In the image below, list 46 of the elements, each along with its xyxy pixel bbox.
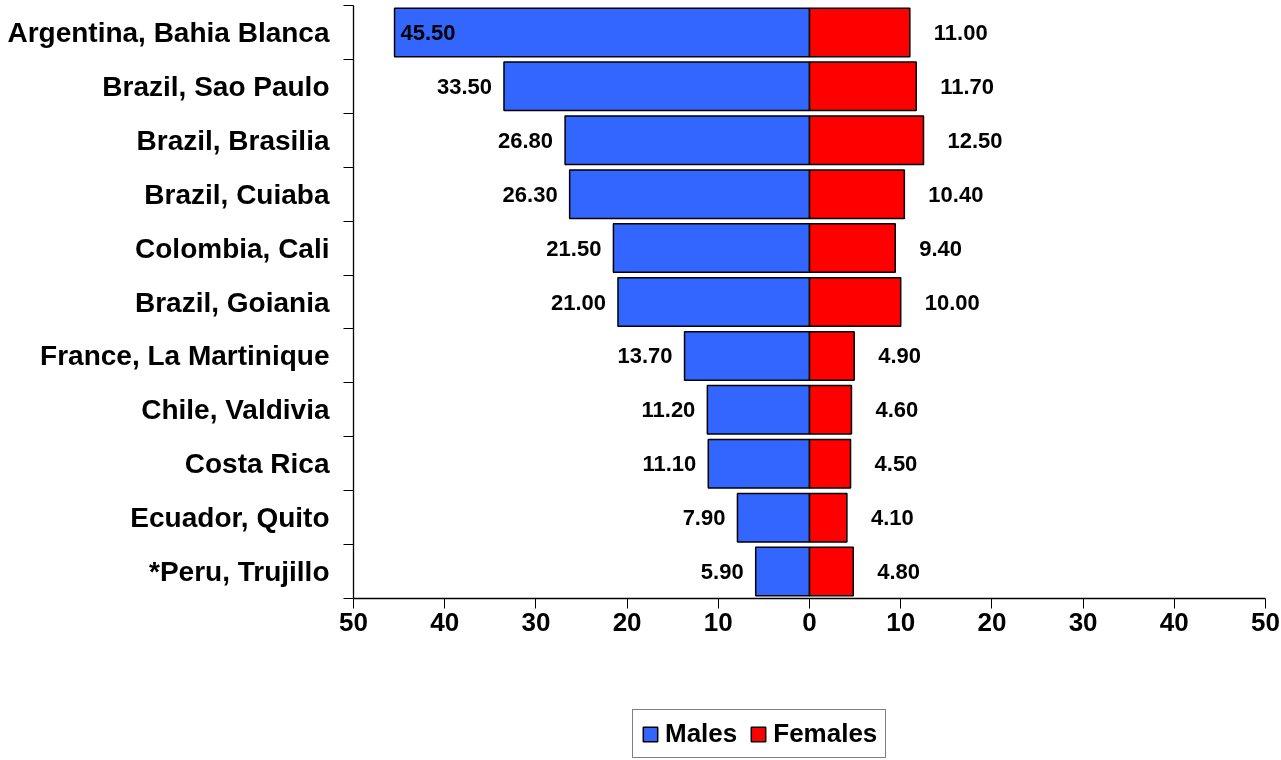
- data-label: 4.90: [878, 343, 922, 369]
- y-tick-label: Brazil, Cuiaba: [144, 178, 330, 210]
- y-tick-label: *Peru, Trujillo: [149, 556, 330, 588]
- y-tick-label: Colombia, Cali: [135, 232, 330, 264]
- data-label: 12.50: [947, 127, 1003, 153]
- data-label: 9.40: [919, 235, 963, 261]
- data-label: 4.50: [874, 451, 918, 477]
- data-label: 4.80: [877, 559, 921, 585]
- data-label: 4.10: [870, 505, 914, 531]
- x-tick-label: 10: [886, 606, 916, 637]
- data-label: 11.10: [642, 451, 697, 477]
- data-label: 26.80: [498, 127, 554, 153]
- data-label: 4.60: [875, 397, 919, 423]
- y-tick-label: Costa Rica: [184, 448, 330, 480]
- legend-label: Females: [773, 718, 878, 749]
- data-label: 21.00: [550, 289, 606, 315]
- y-tick-label: Ecuador, Quito: [130, 502, 330, 534]
- legend-label: Males: [665, 718, 738, 749]
- data-label: 10.40: [928, 181, 984, 207]
- data-label: 5.90: [700, 559, 744, 585]
- x-tick-label: 0: [802, 606, 817, 637]
- x-tick-label: 10: [703, 606, 733, 637]
- data-label: 10.00: [924, 289, 980, 315]
- data-label: 11.00: [933, 19, 988, 45]
- y-tick-label: Chile, Valdivia: [141, 394, 330, 426]
- data-label: 33.50: [436, 73, 492, 99]
- data-label: 45.50: [400, 19, 456, 45]
- y-tick-label: France, La Martinique: [40, 340, 330, 372]
- data-label: 26.30: [502, 181, 558, 207]
- y-tick-label: Brazil, Goiania: [135, 286, 330, 318]
- data-label: 13.70: [617, 343, 673, 369]
- data-label: 7.90: [682, 505, 726, 531]
- x-tick-label: 40: [430, 606, 460, 637]
- x-tick-label: 20: [612, 606, 642, 637]
- x-tick-label: 30: [1068, 606, 1098, 637]
- data-label: 21.50: [546, 235, 602, 261]
- x-tick-label: 50: [1251, 606, 1280, 637]
- data-label: 11.70: [940, 73, 995, 99]
- x-tick-label: 20: [977, 606, 1007, 637]
- y-tick-label: Brazil, Sao Paulo: [102, 70, 330, 102]
- y-tick-label: Argentina, Bahia Blanca: [7, 16, 330, 48]
- x-tick-label: 30: [521, 606, 551, 637]
- y-tick-label: Brazil, Brasilia: [136, 124, 330, 156]
- x-tick-label: 50: [339, 606, 368, 637]
- data-label: 11.20: [641, 397, 696, 423]
- x-tick-label: 40: [1159, 606, 1189, 637]
